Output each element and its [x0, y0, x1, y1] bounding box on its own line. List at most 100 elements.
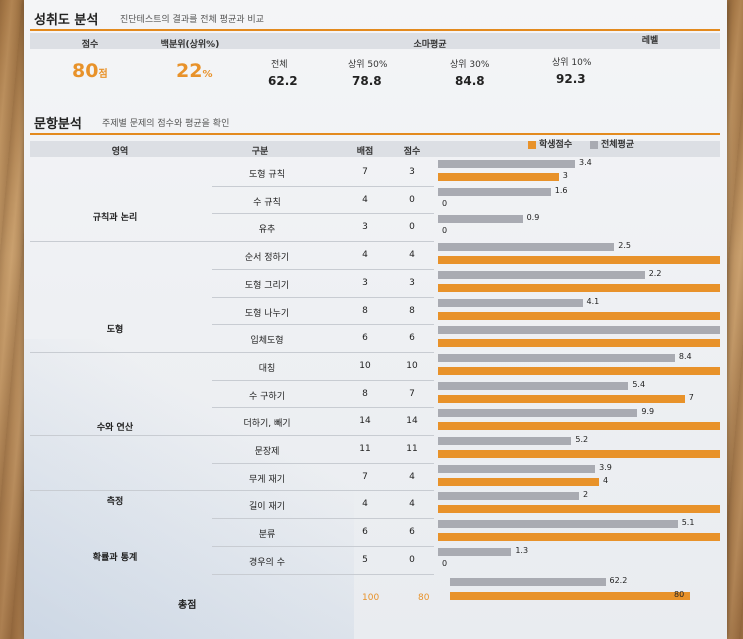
table-header-band — [30, 141, 720, 157]
percentile-header: 백분위(상위%) — [160, 40, 220, 50]
row-score-0: 3 — [409, 167, 415, 177]
row-divider-12 — [212, 518, 434, 520]
bar-average-9 — [438, 409, 638, 418]
row-divider-11 — [212, 490, 434, 492]
row-category-12: 길이 재기 — [249, 502, 285, 513]
bar-student-5 — [438, 311, 720, 320]
bar-label-average-10: 5.2 — [575, 435, 589, 444]
row-points-5: 8 — [362, 305, 368, 316]
group-divider-0 — [30, 241, 212, 243]
bar-average-6 — [438, 326, 720, 335]
row-points-4: 3 — [362, 277, 368, 288]
bar-label-average-1: 1.6 — [554, 185, 568, 195]
row-points-8: 8 — [362, 388, 368, 399]
bar-average-total — [450, 577, 606, 586]
group-divider-2 — [30, 435, 212, 436]
bar-student-3 — [438, 256, 720, 265]
avg-value-all: 62.2 — [268, 74, 298, 88]
row-category-11: 무게 재기 — [249, 474, 285, 485]
row-category-0: 도형 규칙 — [249, 170, 285, 180]
score-header: 점수 — [81, 40, 99, 50]
row-points-13: 6 — [362, 527, 368, 538]
row-points-11: 7 — [362, 471, 368, 482]
group-divider-1 — [30, 351, 212, 353]
bar-label-student-0: 3 — [562, 171, 568, 180]
bar-label-average-11: 3.9 — [599, 462, 612, 472]
avg-label-top50: 상위 50% — [348, 60, 388, 70]
bar-average-11 — [438, 464, 596, 473]
bar-label-student-1: 0 — [442, 198, 448, 208]
row-divider-1 — [212, 213, 434, 215]
row-divider-3 — [212, 268, 434, 270]
row-divider-4 — [212, 296, 434, 298]
bar-label-average-7: 8.4 — [678, 351, 692, 361]
bar-label-average-5: 4.1 — [586, 296, 600, 306]
bar-student-7 — [438, 366, 720, 375]
row-points-10: 11 — [359, 444, 371, 454]
legend-swatch-average — [590, 140, 598, 149]
legend-average: 전체평균 — [590, 137, 634, 150]
bar-label-average-3: 2.5 — [618, 241, 631, 251]
row-category-9: 더하기, 빼기 — [243, 419, 291, 430]
bar-student-13 — [438, 533, 720, 542]
bar-student-11 — [438, 477, 600, 486]
bar-average-12 — [438, 492, 579, 501]
group-divider-3 — [30, 490, 212, 492]
bar-student-12 — [438, 505, 720, 514]
report-paper — [24, 0, 727, 639]
row-points-9: 14 — [359, 416, 371, 427]
avg-value-top10: 92.3 — [556, 72, 586, 86]
row-points-12: 4 — [362, 499, 368, 510]
achievement-title: 성취도 분석 — [34, 13, 99, 28]
total-points: 100 — [362, 593, 380, 603]
row-divider-8 — [212, 407, 434, 409]
row-divider-7 — [212, 379, 434, 381]
group-logic: 규칙과 논리 — [92, 213, 138, 223]
row-divider-5 — [212, 324, 434, 326]
average-header: 소마평균 — [413, 40, 447, 50]
group-statistics: 확률과 통계 — [92, 553, 138, 563]
group-measurement: 측정 — [106, 497, 124, 507]
bar-label-average-total: 62.2 — [609, 575, 628, 585]
bar-label-average-4: 2.2 — [648, 268, 662, 278]
bar-average-13 — [438, 520, 678, 529]
row-points-2: 3 — [362, 222, 368, 233]
row-score-13: 6 — [409, 527, 415, 538]
row-score-14: 0 — [409, 554, 415, 565]
bar-average-8 — [438, 381, 629, 390]
bar-label-student-total: 80 — [674, 589, 685, 599]
row-category-5: 도형 나누기 — [244, 308, 290, 319]
bar-label-average-14: 1.3 — [515, 545, 529, 555]
row-category-13: 분류 — [258, 530, 276, 541]
achievement-subtitle: 진단테스트의 결과를 전체 평균과 비교 — [120, 15, 264, 25]
total-label: 총점 — [178, 600, 197, 611]
row-score-1: 0 — [409, 194, 415, 205]
bar-label-average-2: 0.9 — [526, 213, 540, 223]
row-category-4: 도형 그리기 — [244, 280, 290, 291]
points-header: 배점 — [356, 147, 374, 157]
legend-student: 학생점수 — [528, 137, 572, 150]
row-category-7: 대칭 — [258, 363, 276, 374]
avg-value-top50: 78.8 — [352, 74, 382, 88]
avg-label-top30: 상위 30% — [450, 60, 490, 70]
bar-label-average-9: 9.9 — [641, 407, 655, 417]
group-shapes: 도형 — [106, 325, 124, 335]
row-divider-0 — [212, 185, 434, 187]
total-score: 80 — [418, 593, 430, 603]
row-score-2: 0 — [409, 222, 415, 233]
summary-header-band — [30, 33, 720, 49]
row-category-10: 문장제 — [254, 447, 280, 457]
shadow-overlay — [24, 339, 354, 639]
row-divider-10 — [212, 462, 434, 464]
percentile-value: 22% — [176, 60, 213, 82]
row-score-11: 4 — [409, 471, 415, 482]
area-header: 영역 — [111, 147, 129, 157]
item-analysis-subtitle: 주제별 문제의 점수와 평균을 확인 — [102, 119, 230, 129]
row-score-7: 10 — [406, 360, 418, 371]
bar-student-0 — [438, 173, 559, 181]
row-score-8: 7 — [409, 388, 415, 399]
bar-student-6 — [438, 339, 720, 348]
bar-label-average-12: 2 — [583, 490, 589, 500]
row-points-7: 10 — [359, 360, 371, 371]
row-score-4: 3 — [409, 277, 415, 288]
